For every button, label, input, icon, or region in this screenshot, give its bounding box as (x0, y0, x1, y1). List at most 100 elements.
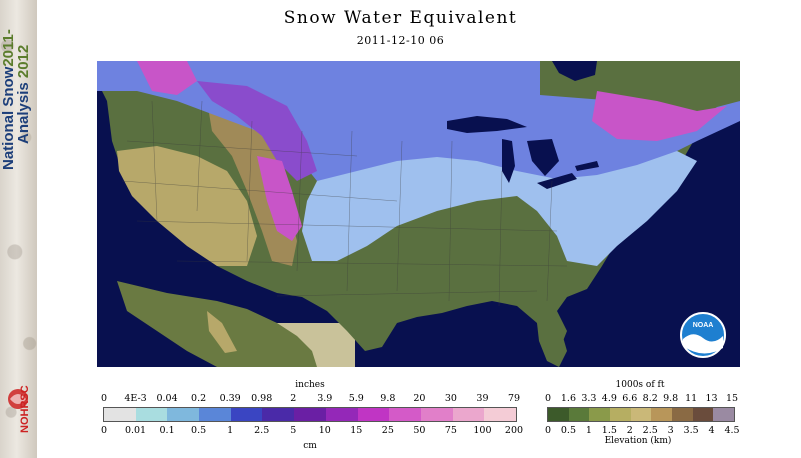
swe-cm-tick: 15 (350, 425, 363, 436)
nohrsc-logo: NOHRSC (8, 385, 31, 433)
swe-bar-swatch (452, 408, 485, 421)
swe-bar-swatch (484, 408, 516, 421)
elev-ft-tick: 9.8 (663, 393, 679, 404)
elev-ft-tick: 15 (725, 393, 739, 404)
elev-km-tick: 4.5 (724, 425, 740, 436)
snow-magenta-nw (137, 61, 197, 95)
banner-line2: Analysis (15, 82, 32, 144)
swe-bar-swatch (230, 408, 263, 421)
swe-bar-swatch (294, 408, 326, 421)
swe-bar-swatch (262, 408, 295, 421)
swe-cm-tick: 5 (290, 425, 297, 436)
swe-color-bar (103, 407, 517, 422)
florida (537, 323, 567, 367)
swe-inch-tick: 39 (476, 393, 489, 404)
swe-inch-tick: 0.98 (251, 393, 273, 404)
swe-inch-tick: 79 (507, 393, 521, 404)
swe-cm-tick: 2.5 (254, 425, 270, 436)
swe-inch-tick: 0.04 (156, 393, 178, 404)
banner-year2: 2012 (15, 44, 32, 79)
swe-cm-tick: 10 (318, 425, 331, 436)
mountains-west (117, 146, 257, 266)
elev-km-tick: 3 (667, 425, 674, 436)
swe-legend-unit-top: inches (295, 380, 325, 390)
swe-inch-tick: 9.8 (380, 393, 396, 404)
swe-cm-tick: 200 (504, 425, 524, 436)
swe-cm-tick: 0.1 (159, 425, 175, 436)
elev-color-bar (547, 407, 735, 422)
elev-ft-tick: 8.2 (642, 393, 658, 404)
swe-bar-swatch (389, 408, 421, 421)
swe-bar-swatch (199, 408, 231, 421)
state-borders (121, 100, 568, 307)
snow-magenta-ne (592, 91, 727, 141)
banner-texture (0, 0, 37, 458)
elev-legend-unit-bottom: Elevation (km) (604, 436, 672, 446)
swe-inch-tick: 0.39 (219, 393, 241, 404)
swe-cm-tick: 0.01 (124, 425, 147, 436)
elev-bar-swatch (692, 408, 714, 421)
elev-km-tick: 1.5 (601, 425, 617, 436)
map-date: 2011-12-10 06 (356, 34, 445, 47)
swe-inch-tick: 20 (413, 393, 426, 404)
elev-ft-tick: 11 (685, 393, 698, 404)
elev-km-tick: 1 (585, 425, 592, 436)
elev-ft-tick: 6.6 (622, 393, 638, 404)
snow-map-svg (97, 61, 740, 367)
swe-bar-swatch (325, 408, 358, 421)
elev-ft-tick: 1.6 (560, 393, 576, 404)
elev-ft-tick: 3.3 (581, 393, 597, 404)
elev-bar-swatch (713, 408, 735, 421)
elev-km-tick: 2.5 (642, 425, 658, 436)
elev-bar-swatch (630, 408, 652, 421)
lake-superior (447, 116, 527, 133)
elev-km-tick: 2 (626, 425, 633, 436)
banner-title: National Snow2011- Analysis 2012 (0, 29, 37, 170)
swe-inch-tick: 2 (290, 393, 297, 404)
noaa-logo: NOAA (680, 312, 726, 358)
swe-cm-tick: 25 (381, 425, 394, 436)
swe-inch-tick: 3.9 (317, 393, 333, 404)
swe-inch-tick: 0 (100, 393, 108, 404)
snow-purple-rockies (257, 156, 302, 241)
swe-inch-tick: 30 (444, 393, 457, 404)
swe-inch-tick: 4E-3 (124, 393, 147, 404)
swe-cm-tick: 0 (100, 425, 108, 436)
elev-km-tick: 4 (708, 425, 715, 436)
swe-cm-tick: 1 (227, 425, 234, 436)
lake-huron (527, 139, 559, 176)
swe-cm-tick: 75 (444, 425, 457, 436)
lake-erie (537, 173, 577, 189)
noaa-logo-text: NOAA (693, 322, 714, 329)
map-title: Snow Water Equivalent (283, 8, 518, 28)
snow-map: NOAA (97, 61, 740, 367)
hudson-bay (552, 61, 597, 81)
swe-cm-tick: 100 (473, 425, 492, 436)
lake-michigan (502, 139, 515, 183)
swe-bar-swatch (167, 408, 200, 421)
elev-legend-unit-top: 1000s of ft (615, 380, 665, 390)
elev-bar-swatch (672, 408, 693, 421)
side-banner: National Snow2011- Analysis 2012 NOHRSC (0, 0, 37, 458)
swe-bar-swatch (104, 408, 136, 421)
elev-km-tick: 3.5 (683, 425, 699, 436)
elev-km-tick: 0 (544, 425, 552, 436)
elev-bar-swatch (568, 408, 590, 421)
swe-cm-tick: 0.5 (191, 425, 207, 436)
elev-bar-swatch (610, 408, 631, 421)
snow-purple-west (197, 81, 317, 181)
elev-ft-tick: 0 (544, 393, 552, 404)
swe-inch-tick: 5.9 (348, 393, 364, 404)
elev-bar-swatch (589, 408, 611, 421)
elev-bar-swatch (548, 408, 569, 421)
elev-km-tick: 0.5 (560, 425, 576, 436)
swe-bar-swatch (420, 408, 453, 421)
elev-bar-swatch (651, 408, 673, 421)
lake-ontario (575, 161, 599, 171)
swe-cm-tick: 50 (413, 425, 426, 436)
swe-bar-swatch (135, 408, 168, 421)
swe-legend-unit-bottom: cm (303, 441, 317, 451)
elev-ft-tick: 13 (705, 393, 718, 404)
mountains-rockies (207, 101, 297, 266)
nohrsc-logo-text: NOHRSC (19, 385, 31, 433)
